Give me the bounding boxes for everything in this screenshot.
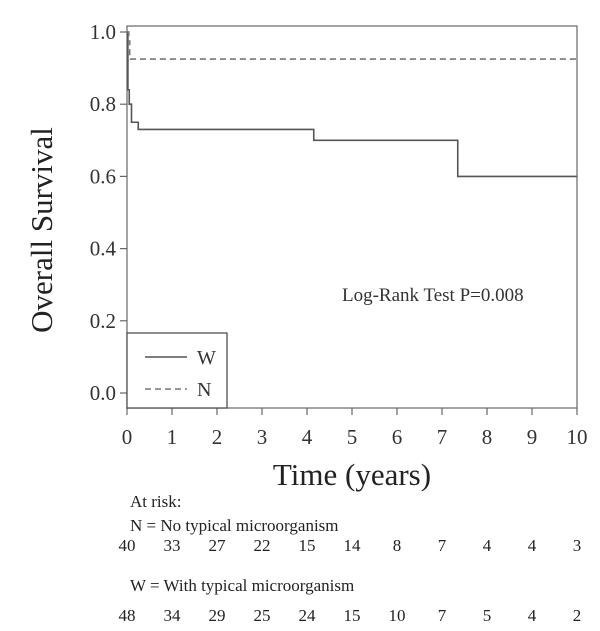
risk-count: 40 [118,536,136,555]
risk-count: 25 [253,606,271,625]
y-tick-label: 0.0 [90,381,116,405]
x-tick-label: 5 [347,425,358,449]
legend-label-w: W [197,347,216,369]
x-tick-label: 10 [567,425,588,449]
risk-count: 3 [572,536,582,555]
risk-count: 10 [388,606,406,625]
series-n-line [127,31,577,60]
risk-count: 15 [298,536,316,555]
x-tick-label: 9 [527,425,538,449]
risk-count: 7 [437,606,447,625]
risk-count: 8 [392,536,402,555]
x-tick-label: 4 [302,425,313,449]
risk-table: At risk: N = No typical microorganism W … [0,492,600,625]
risk-count: 22 [253,536,271,555]
risk-count: 5 [482,606,492,625]
risk-count: 29 [208,606,226,625]
y-tick-label: 0.2 [90,309,116,333]
x-tick-label: 2 [212,425,223,449]
survival-chart: 0.0 0.2 0.4 0.6 0.8 1.0 0 1 2 3 4 5 6 7 8 9 10 Time (year… [24,20,588,492]
y-axis-label: Overall Survival [24,127,59,333]
x-tick-label: 0 [122,425,133,449]
x-tick-label: 6 [392,425,403,449]
risk-count: 4 [527,536,537,555]
risk-count: 24 [298,606,316,625]
risk-count: 48 [118,606,136,625]
y-tick-label: 0.6 [90,164,116,188]
x-tick-label: 1 [167,425,178,449]
risk-count: 27 [208,536,226,555]
risk-count: 7 [437,536,447,555]
log-rank-annotation: Log-Rank Test P=0.008 [342,285,524,306]
risk-count: 33 [163,536,181,555]
y-tick-label: 0.4 [90,237,117,261]
x-tick-label: 3 [257,425,268,449]
legend-label-n: N [197,379,211,401]
risk-table-heading: At risk: [130,492,182,511]
risk-group-n-label: N = No typical microorganism [130,516,339,535]
risk-count: 4 [482,536,492,555]
y-tick-label: 1.0 [90,20,116,44]
y-tick-label: 0.8 [90,92,116,116]
risk-count: 34 [163,606,181,625]
legend-box [126,332,228,409]
risk-group-w-label: W = With typical microorganism [130,576,355,595]
risk-count: 14 [343,536,361,555]
x-tick-label: 8 [482,425,493,449]
risk-count: 15 [343,606,361,625]
x-tick-label: 7 [437,425,448,449]
risk-count: 2 [572,606,582,625]
x-axis-label: Time (years) [273,457,431,492]
series-w-line [127,31,577,178]
risk-count: 4 [527,606,537,625]
